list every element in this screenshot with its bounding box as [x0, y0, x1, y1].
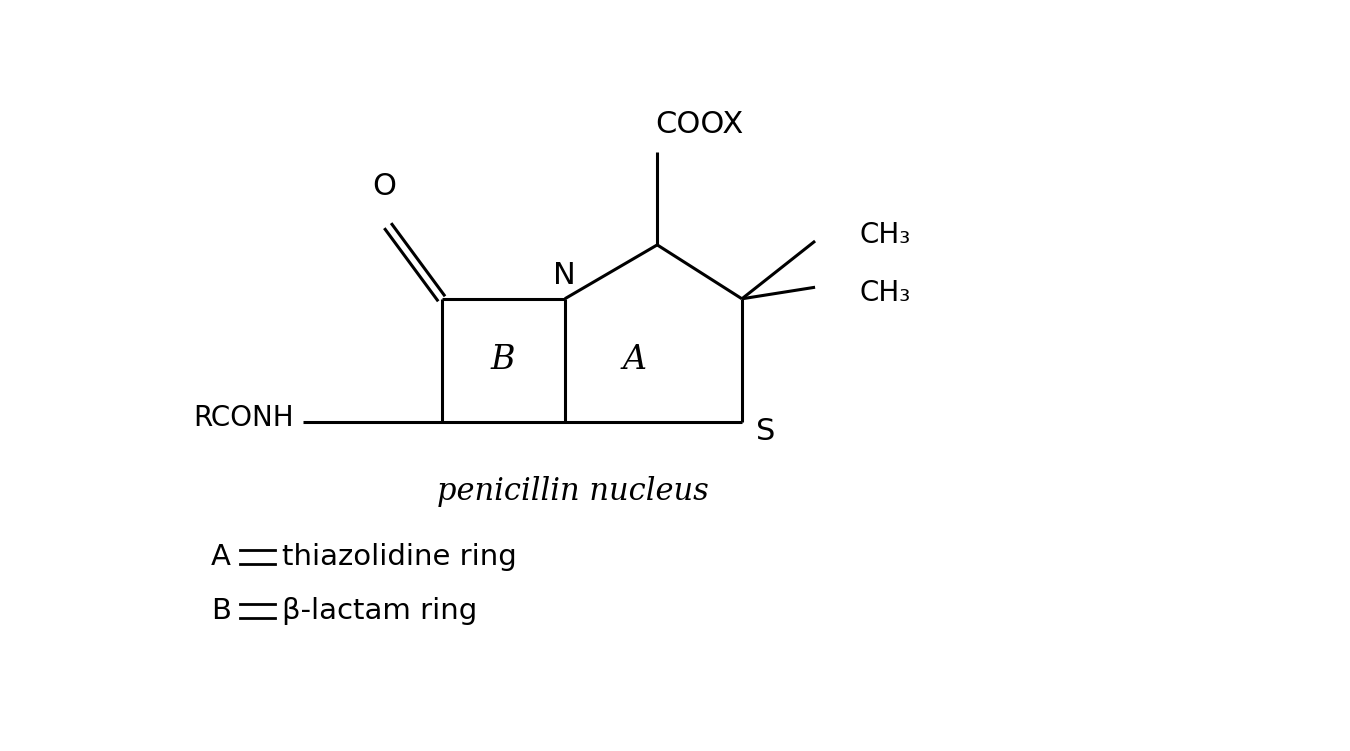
Text: B: B	[211, 596, 231, 625]
Text: N: N	[554, 261, 576, 290]
Text: O: O	[371, 172, 396, 201]
Text: B: B	[491, 345, 516, 376]
Text: thiazolidine ring: thiazolidine ring	[282, 543, 517, 571]
Text: penicillin nucleus: penicillin nucleus	[436, 476, 709, 507]
Text: COOX: COOX	[656, 110, 744, 139]
Text: RCONH: RCONH	[193, 404, 294, 432]
Text: A: A	[211, 543, 231, 571]
Text: CH₃: CH₃	[860, 221, 911, 249]
Text: β-lactam ring: β-lactam ring	[282, 596, 478, 625]
Text: CH₃: CH₃	[860, 279, 911, 307]
Text: A: A	[622, 345, 647, 376]
Text: S: S	[756, 417, 775, 446]
